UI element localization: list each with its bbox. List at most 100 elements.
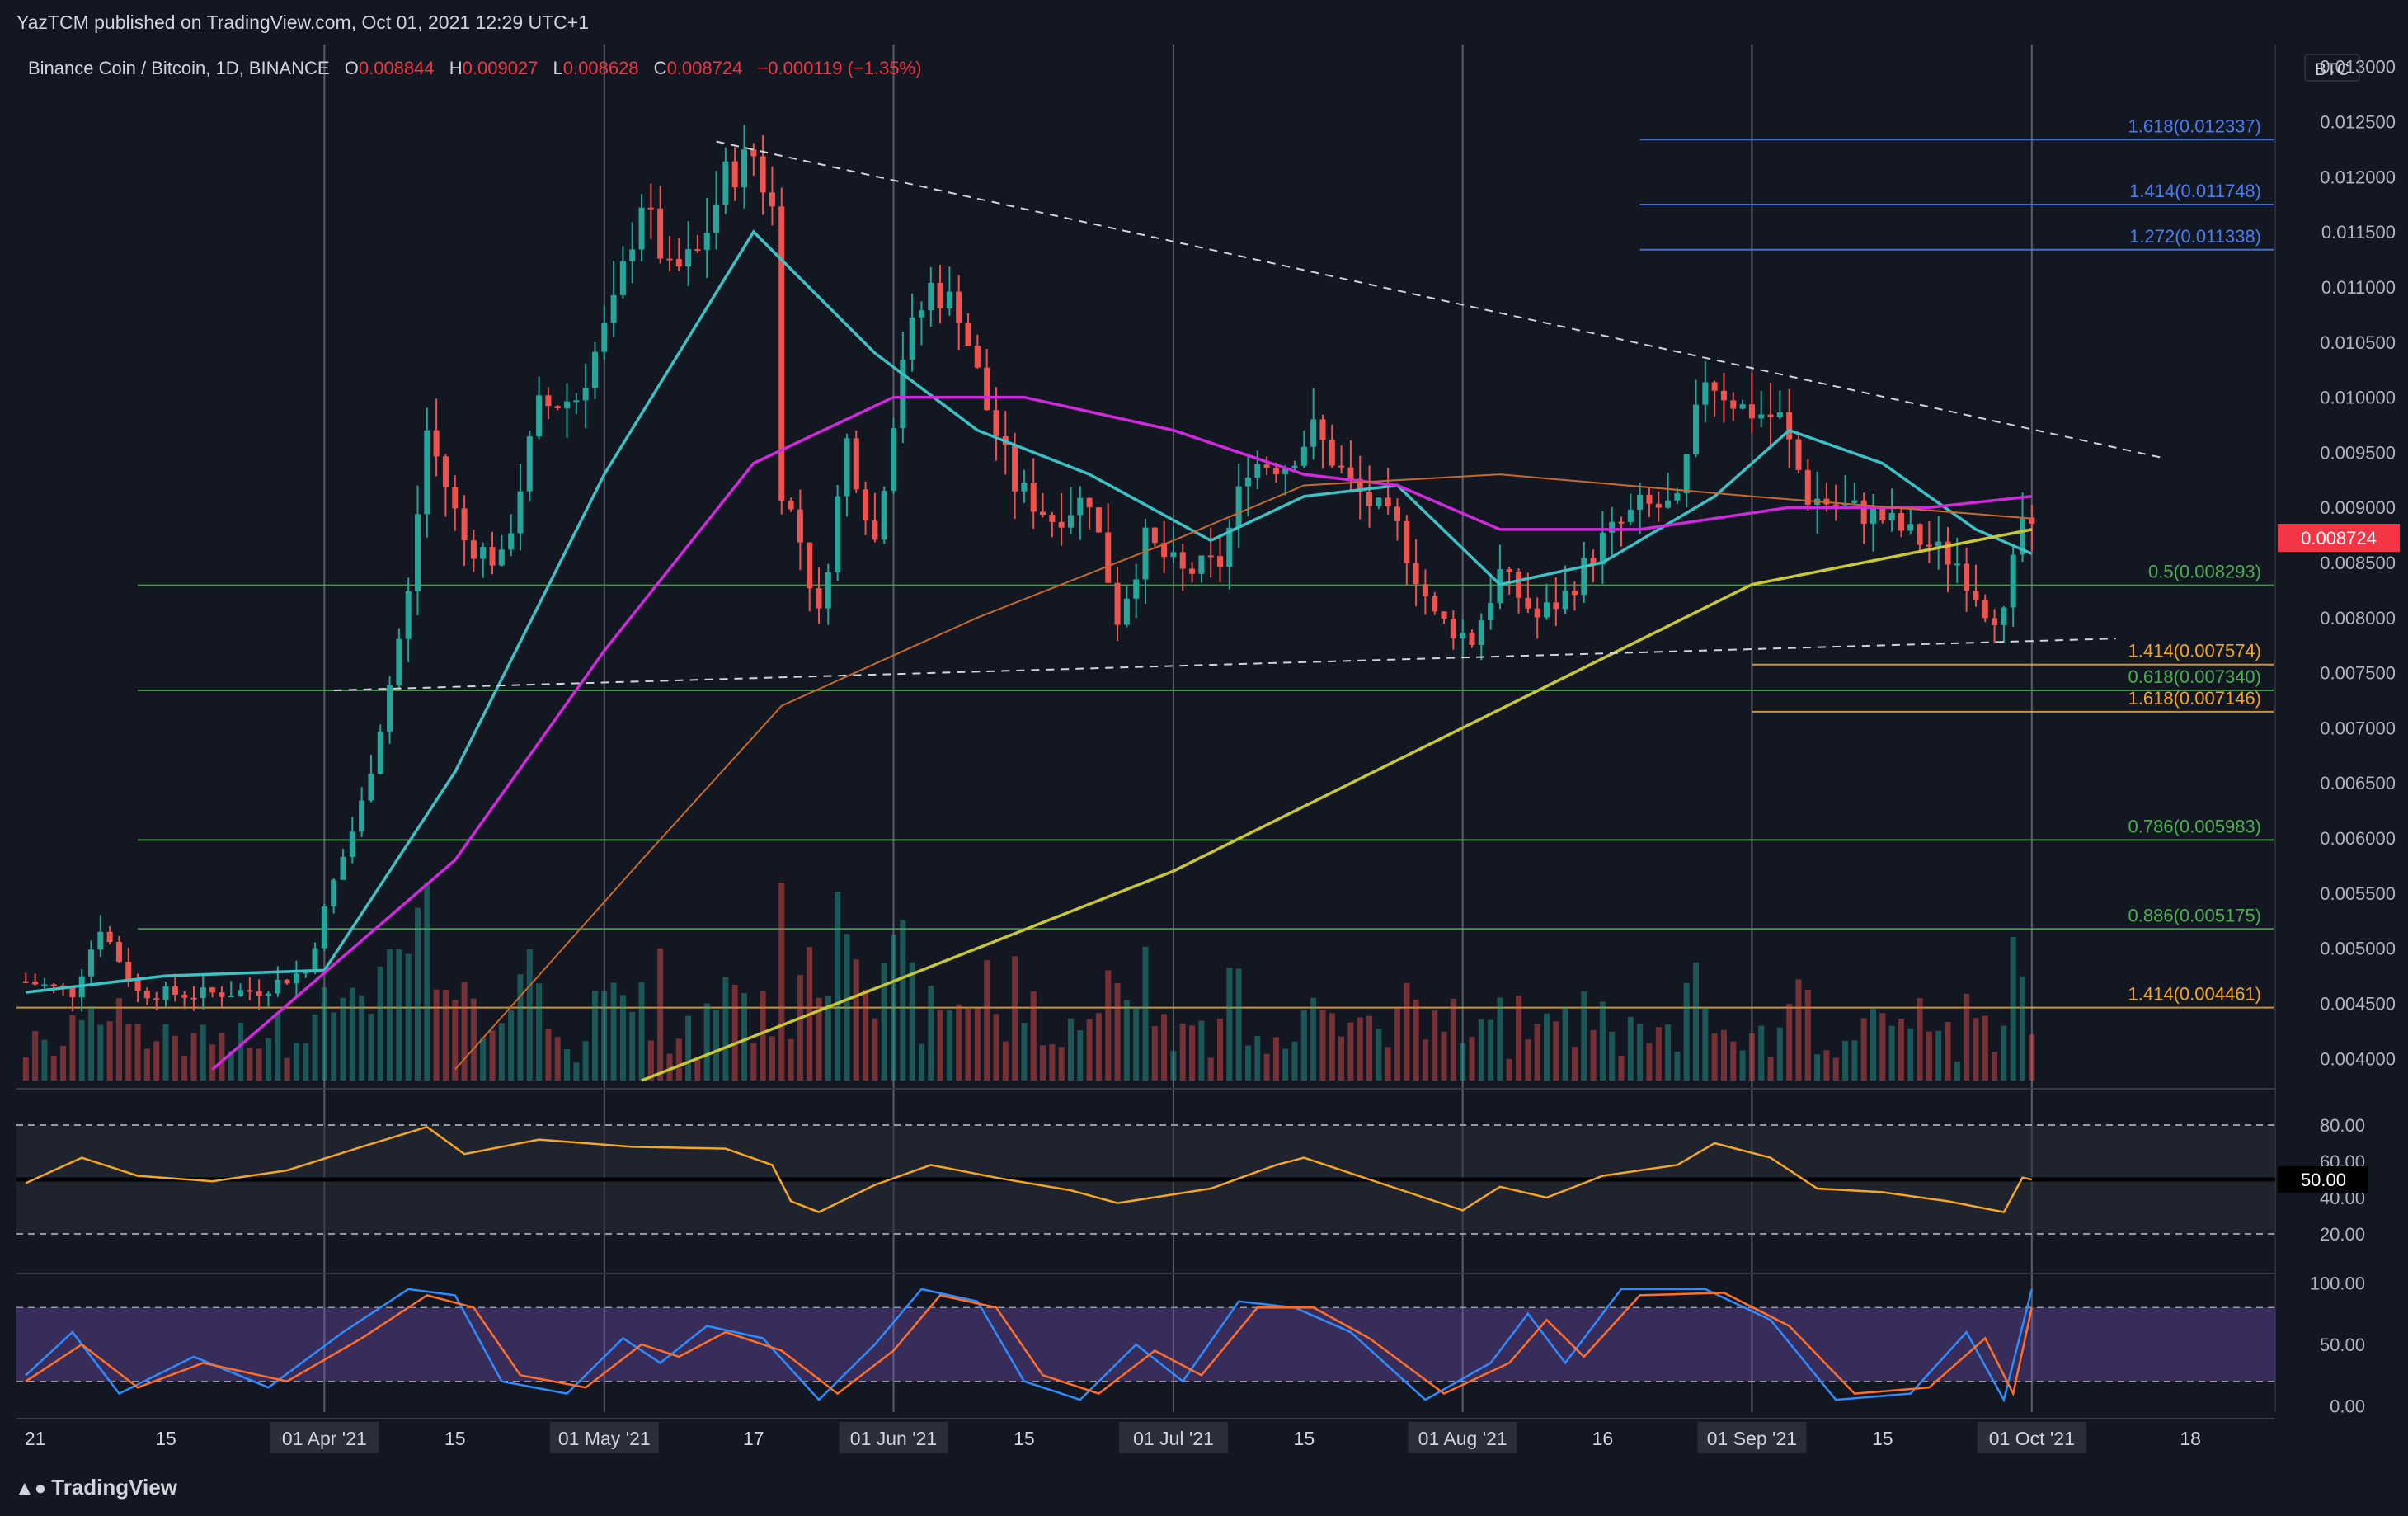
price-tick-label: 0.011000 — [2321, 277, 2396, 298]
ohlc-open: 0.008844 — [358, 58, 435, 78]
candle-body — [97, 931, 104, 950]
candle-body — [1049, 515, 1056, 522]
price-tick-label: 0.008500 — [2320, 553, 2396, 573]
candle-body — [321, 906, 327, 949]
volume-bar — [1413, 999, 1419, 1081]
volume-bar — [414, 907, 421, 1081]
candle-body — [1562, 591, 1568, 610]
candle-body — [853, 438, 859, 490]
volume-bar — [256, 1048, 262, 1081]
candle-body — [1571, 591, 1578, 596]
candle-body — [1366, 492, 1373, 506]
candle-body — [1786, 412, 1793, 440]
candle-body — [1590, 558, 1597, 565]
volume-bar — [1543, 1013, 1550, 1081]
candle-body — [1618, 521, 1625, 524]
volume-bar — [1441, 1031, 1447, 1081]
candle-body — [647, 207, 654, 210]
candle-body — [1217, 556, 1224, 567]
x-axis-date-box — [549, 1422, 659, 1453]
candle-body — [965, 323, 971, 346]
candle-body — [433, 430, 440, 457]
x-axis-label: 15 — [1294, 1428, 1315, 1449]
candle-body — [1758, 414, 1765, 419]
volume-bar — [1534, 1024, 1540, 1081]
volume-bar — [1973, 1018, 1979, 1081]
volume-bar — [564, 1049, 571, 1081]
volume-bar — [1450, 998, 1456, 1081]
volume-bar — [1151, 1026, 1158, 1081]
candle-body — [1711, 382, 1718, 391]
x-axis-label: 21 — [25, 1428, 46, 1449]
candle-body — [1954, 563, 1960, 566]
volume-bar — [321, 987, 327, 1081]
volume-bar — [1030, 991, 1037, 1081]
volume-bar — [1964, 993, 1970, 1081]
volume-bar — [956, 1004, 962, 1081]
volume-bar — [1786, 1004, 1793, 1081]
candle-body — [918, 310, 924, 318]
volume-bar — [265, 1038, 271, 1081]
candle-body — [1450, 619, 1456, 639]
volume-bar — [452, 1000, 459, 1081]
volume-bar — [1823, 1050, 1830, 1081]
candle-body — [1422, 584, 1428, 597]
candle-body — [2029, 517, 2035, 524]
volume-bar — [284, 1057, 290, 1081]
volume-bar — [303, 1043, 309, 1081]
x-axis-date-box — [1697, 1422, 1807, 1453]
price-tick-label: 0.009500 — [2320, 442, 2396, 463]
volume-bar — [1077, 1030, 1084, 1081]
volume-bar — [769, 1036, 775, 1081]
volume-bar — [666, 1053, 673, 1081]
volume-bar — [1086, 1019, 1093, 1081]
fib-level-label: 1.414(0.007574) — [2128, 641, 2261, 661]
candle-body — [134, 980, 141, 991]
price-tick-label: 0.007000 — [2320, 718, 2396, 738]
volume-bar — [993, 1014, 999, 1081]
stoch-band — [16, 1307, 2275, 1382]
candle-body — [228, 996, 234, 998]
volume-bar — [1683, 982, 1690, 1081]
candle-body — [1646, 494, 1653, 504]
volume-bar — [694, 1059, 701, 1081]
candle-body — [946, 291, 952, 309]
volume-bar — [582, 1041, 589, 1081]
moving-average-line — [26, 229, 2033, 994]
candle-body — [807, 542, 813, 589]
candle-body — [387, 685, 393, 732]
volume-bar — [1665, 1024, 1672, 1081]
candle-body — [694, 249, 701, 252]
candle-body — [1142, 527, 1149, 580]
candle-body — [517, 491, 524, 534]
price-tick-label: 0.005000 — [2320, 939, 2396, 959]
volume-bar — [928, 986, 934, 1081]
candle-body — [442, 456, 449, 487]
x-axis-label: 01 Sep '21 — [1707, 1428, 1797, 1449]
volume-bar — [1739, 1050, 1746, 1081]
volume-bar — [601, 991, 608, 1081]
volume-bar — [125, 1024, 132, 1081]
price-tick-label: 0.010500 — [2320, 332, 2396, 353]
volume-bar — [498, 1023, 505, 1081]
volume-bar — [162, 1024, 169, 1081]
candle-body — [1040, 511, 1046, 516]
candle-body — [1123, 598, 1130, 625]
candle-body — [1945, 541, 1951, 565]
tradingview-logo[interactable]: ▲● TradingView — [15, 1475, 177, 1500]
x-axis-label: 01 Apr '21 — [282, 1428, 367, 1449]
candle-body — [1095, 507, 1102, 533]
candle-body — [405, 591, 412, 639]
candle-body — [1030, 483, 1037, 512]
volume-bar — [368, 1013, 374, 1081]
volume-bar — [1590, 1029, 1597, 1081]
candle-body — [685, 249, 692, 267]
volume-bar — [1357, 1017, 1363, 1081]
publish-header: YazTCM published on TradingView.com, Oct… — [16, 12, 589, 33]
candle-body — [1879, 508, 1886, 521]
volume-bar — [1058, 1047, 1065, 1081]
x-axis-label: 15 — [1872, 1428, 1893, 1449]
candle-body — [1432, 596, 1438, 612]
candle-body — [1860, 500, 1867, 524]
